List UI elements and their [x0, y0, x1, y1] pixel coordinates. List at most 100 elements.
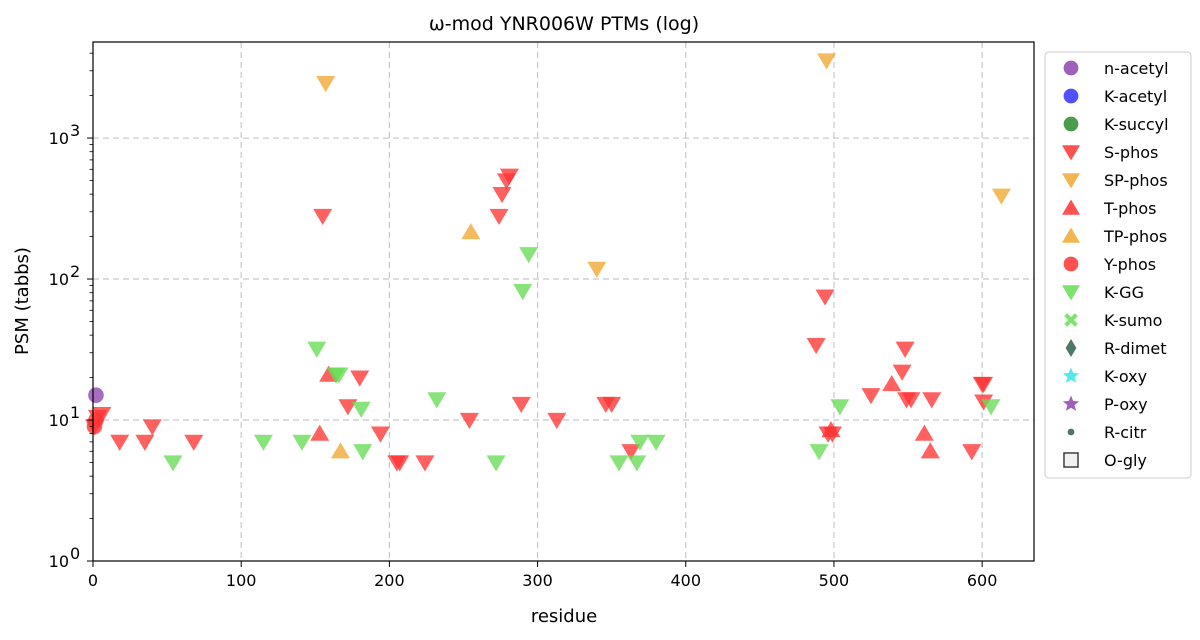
plot-area-frame: [92, 41, 1035, 562]
data-point-s-phos: [511, 396, 531, 413]
legend-marker-p-oxy: [1062, 395, 1080, 411]
data-point-n-acetyl: [88, 387, 104, 403]
data-point-k-gg: [253, 434, 273, 451]
data-point-k-gg: [981, 399, 1001, 416]
legend-marker-s-phos: [1062, 145, 1080, 161]
data-point-k-gg: [830, 399, 850, 416]
data-point-s-phos: [142, 419, 162, 436]
data-point-k-gg: [353, 444, 373, 461]
legend-label-r-citr: R-citr: [1104, 423, 1147, 442]
y-tick-label: 10: [49, 129, 69, 148]
y-tick-label: 10: [49, 552, 69, 571]
data-point-k-gg: [630, 434, 650, 451]
data-point-s-phos: [621, 444, 641, 461]
x-tick-label: 100: [226, 571, 257, 590]
legend-label-r-dimet: R-dimet: [1104, 339, 1167, 358]
data-point-k-gg: [809, 444, 829, 461]
legend-marker-k-gg: [1062, 285, 1080, 301]
data-point-s-phos: [415, 455, 435, 472]
data-point-t-phos: [914, 424, 934, 441]
x-tick-label: 0: [88, 571, 98, 590]
grid-lines: [93, 42, 1034, 561]
data-point-s-phos: [861, 388, 881, 405]
data-point-t-phos: [821, 420, 841, 438]
data-point-s-phos: [135, 434, 155, 451]
x-axis: 0 100 200 300 400 500 600: [88, 561, 998, 590]
legend-label-t-phos: T-phos: [1103, 199, 1157, 218]
legend-marker-sp-phos: [1062, 173, 1080, 189]
chart-title: ω-mod YNR006W PTMs (log): [429, 13, 699, 35]
x-tick-label: 300: [522, 571, 553, 590]
y-tick-label-exponent: 3: [70, 121, 80, 140]
legend-marker-r-dimet: [1065, 339, 1077, 357]
legend-label-k-acetyl: K-acetyl: [1104, 87, 1167, 106]
data-point-k-gg: [609, 455, 629, 472]
data-point-t-phos: [882, 375, 902, 392]
legend-label-k-gg: K-GG: [1104, 283, 1144, 302]
data-point-s-phos: [184, 434, 204, 451]
data-point-s-phos: [901, 392, 921, 409]
legend-label-k-oxy: K-oxy: [1104, 367, 1147, 386]
legend-marker-k-acetyl: [1063, 88, 1079, 104]
data-point-s-phos: [499, 168, 519, 185]
data-point-k-gg: [163, 455, 183, 472]
data-point-s-phos: [815, 289, 835, 306]
x-tick-label: 500: [819, 571, 850, 590]
data-point-s-phos: [492, 187, 512, 204]
data-point-sp-phos: [817, 53, 837, 70]
legend-marker-t-phos: [1062, 199, 1080, 215]
data-point-s-phos: [338, 399, 358, 416]
data-points: [84, 53, 1011, 472]
legend: n-acetyl K-acetyl K-succyl S-phos SP-phos T-p…: [1044, 51, 1192, 479]
legend-label-s-phos: S-phos: [1104, 143, 1158, 162]
legend-label-sp-phos: SP-phos: [1104, 171, 1168, 190]
data-point-s-phos: [313, 208, 333, 226]
x-tick-label: 200: [374, 571, 405, 590]
data-point-s-phos: [974, 376, 994, 394]
y-tick-label: 10: [49, 270, 69, 289]
x-tick-label: 400: [670, 571, 701, 590]
y-tick-label: 10: [49, 411, 69, 430]
data-point-s-phos: [110, 434, 130, 451]
legend-label-p-oxy: P-oxy: [1104, 395, 1148, 414]
data-point-k-gg: [351, 401, 371, 418]
legend-marker-n-acetyl: [1063, 60, 1079, 76]
data-point-t-phos: [920, 442, 940, 459]
data-point-s-phos: [895, 341, 915, 358]
data-point-s-phos: [370, 426, 390, 443]
legend-marker-tp-phos: [1062, 227, 1080, 243]
data-point-s-phos: [806, 337, 826, 355]
data-point-t-phos: [310, 424, 330, 441]
legend-label-o-gly: O-gly: [1104, 451, 1147, 470]
legend-label-k-sumo: K-sumo: [1104, 311, 1162, 330]
data-point-k-gg: [486, 455, 506, 472]
data-point-sp-phos: [316, 76, 336, 93]
data-point-s-phos: [459, 412, 479, 430]
data-point-s-phos: [892, 364, 912, 381]
data-point-sp-phos: [587, 261, 607, 278]
data-point-s-phos: [922, 392, 942, 409]
data-point-s-phos: [390, 455, 410, 472]
data-point-s-phos: [547, 412, 567, 430]
legend-marker-r-citr: [1067, 428, 1075, 436]
data-point-k-gg: [307, 341, 327, 358]
legend-marker-k-sumo: [1064, 313, 1078, 327]
data-point-k-gg: [519, 247, 539, 264]
legend-marker-o-gly: [1063, 452, 1079, 468]
data-point-tp-phos: [330, 442, 350, 459]
y-tick-label-exponent: 2: [70, 262, 80, 281]
data-point-k-gg: [646, 434, 666, 451]
data-point-y-phos: [88, 412, 104, 428]
legend-marker-k-succyl: [1063, 116, 1079, 132]
data-point-tp-phos: [461, 223, 481, 240]
legend-marker-k-oxy: [1062, 367, 1080, 383]
y-tick-label-exponent: 0: [70, 544, 80, 563]
legend-label-tp-phos: TP-phos: [1103, 227, 1167, 246]
data-point-s-phos: [602, 396, 622, 413]
x-tick-label: 600: [967, 571, 998, 590]
data-point-s-phos: [350, 370, 370, 387]
data-point-k-gg: [427, 392, 447, 409]
legend-label-k-succyl: K-succyl: [1104, 115, 1169, 134]
